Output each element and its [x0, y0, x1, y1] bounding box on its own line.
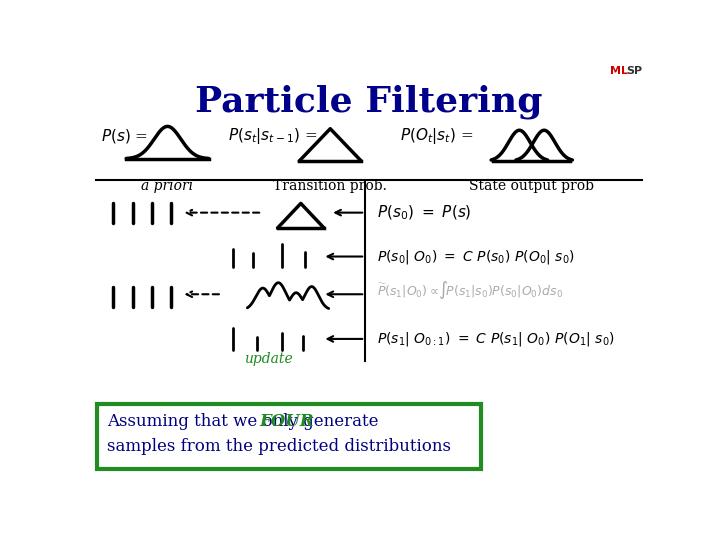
- Text: $P(s_t|s_{t-1})$ =: $P(s_t|s_{t-1})$ =: [228, 126, 318, 146]
- Text: $P(s_0)\ =\ P(s)$: $P(s_0)\ =\ P(s)$: [377, 204, 472, 222]
- Text: Assuming that we only generate: Assuming that we only generate: [107, 413, 384, 430]
- Text: $P(s)$ =: $P(s)$ =: [101, 127, 148, 145]
- Text: Transition prob.: Transition prob.: [274, 179, 387, 193]
- Text: State output prob: State output prob: [469, 179, 594, 193]
- Text: $\widetilde{P}(s_1|O_0)\propto\!\int\! P(s_1|s_0)P(s_0|O_0)ds_0$: $\widetilde{P}(s_1|O_0)\propto\!\int\! P…: [377, 279, 563, 301]
- Text: samples from the predicted distributions: samples from the predicted distributions: [107, 438, 451, 455]
- Text: $P(s_0|\ O_0)\ =\ C\ P(s_0)\ P(O_0|\ s_0)$: $P(s_0|\ O_0)\ =\ C\ P(s_0)\ P(O_0|\ s_0…: [377, 247, 575, 266]
- Text: a priori: a priori: [141, 179, 194, 193]
- Text: ML: ML: [610, 66, 628, 76]
- Text: $P(O_t|s_t)$ =: $P(O_t|s_t)$ =: [400, 126, 474, 146]
- Text: SP: SP: [626, 66, 642, 76]
- Text: FOUR: FOUR: [260, 413, 314, 430]
- Text: update: update: [244, 352, 292, 366]
- Text: $P(s_1|\ O_{0:1})\ =\ C\ P(s_1|\ O_0)\ P(O_1|\ s_0)$: $P(s_1|\ O_{0:1})\ =\ C\ P(s_1|\ O_0)\ P…: [377, 330, 615, 348]
- Text: Particle Filtering: Particle Filtering: [195, 84, 543, 119]
- FancyBboxPatch shape: [97, 404, 482, 469]
